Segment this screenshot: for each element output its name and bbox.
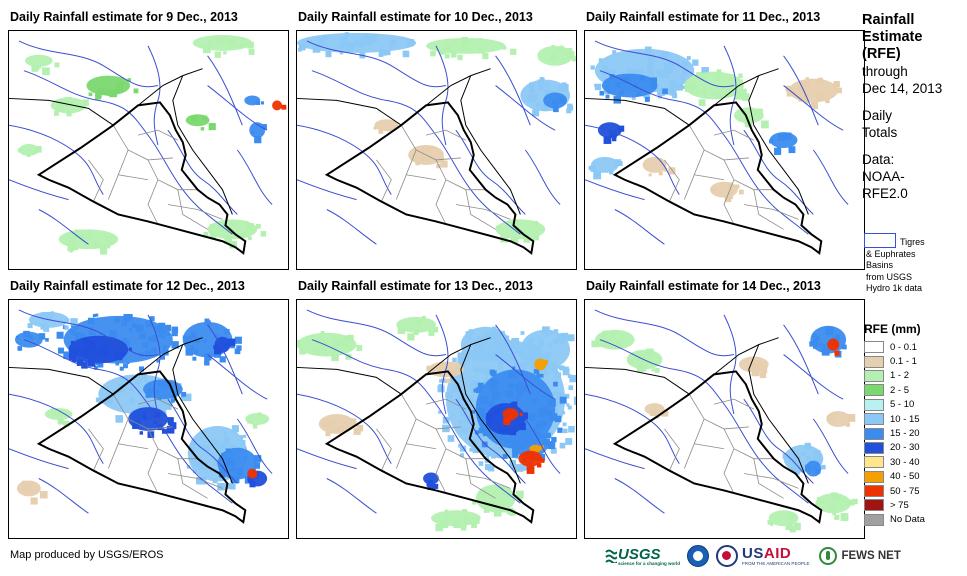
rfe-legend-label: 0.1 - 1 — [890, 356, 917, 368]
rfe-legend-row: 1 - 2 — [864, 369, 925, 383]
usgs-waves-icon — [605, 549, 617, 563]
agency-logos: USGS science for a changing world USAID … — [605, 540, 955, 572]
rfe-swatch — [864, 413, 884, 426]
rfe-legend-label: No Data — [890, 514, 925, 526]
rfe-swatch — [864, 384, 884, 397]
map-panel-dec-13: Daily Rainfall estimate for 13 Dec., 201… — [296, 279, 584, 541]
rfe-legend: RFE (mm) 0 - 0.1 0.1 - 1 1 - 2 2 - 5 5 - 10 1… — [864, 322, 925, 527]
totals-label: Totals — [862, 125, 898, 140]
rainfall-map — [296, 299, 577, 539]
rfe-legend-label: 1 - 2 — [890, 370, 910, 382]
legend-heading-line: Rainfall — [862, 12, 915, 28]
data-source: RFE2.0 — [862, 186, 908, 201]
map-panel-dec-10: Daily Rainfall estimate for 10 Dec., 201… — [296, 10, 584, 272]
rfe-swatch — [864, 369, 884, 382]
rainfall-map — [584, 299, 865, 539]
rainfall-map — [8, 299, 289, 539]
through-label: through — [862, 64, 908, 79]
rfe-legend-row: 5 - 10 — [864, 398, 925, 412]
basin-legend-line: Hydro 1k data — [866, 283, 923, 293]
rfe-swatch — [864, 355, 884, 368]
rfe-legend-title: RFE (mm) — [864, 322, 921, 336]
legend-heading-line: (RFE) — [862, 46, 901, 62]
noaa-logo-icon — [687, 545, 710, 567]
basin-legend-text: Tigres & Euphrates Basins from USGS Hydr… — [866, 237, 966, 295]
map-panel-dec-14: Daily Rainfall estimate for 14 Dec., 201… — [584, 279, 872, 541]
rfe-legend-label: 15 - 20 — [890, 428, 920, 440]
panel-title: Daily Rainfall estimate for 13 Dec., 201… — [298, 279, 533, 293]
panel-title: Daily Rainfall estimate for 14 Dec., 201… — [586, 279, 821, 293]
usaid-logo: USAID FROM THE AMERICAN PEOPLE — [742, 546, 809, 566]
data-label: Data: — [862, 152, 895, 167]
rainfall-map — [8, 30, 289, 270]
legend-title-block: Rainfall Estimate (RFE) through Dec 14, … — [862, 12, 967, 202]
rfe-legend-label: 10 - 15 — [890, 413, 920, 425]
totals-label: Daily — [862, 108, 893, 123]
rfe-swatch — [864, 470, 884, 483]
through-date: Dec 14, 2013 — [862, 81, 943, 96]
rfe-legend-rows: 0 - 0.1 0.1 - 1 1 - 2 2 - 5 5 - 10 10 - 15 15 … — [864, 340, 925, 527]
rfe-swatch — [864, 398, 884, 411]
rfe-legend-row: 50 - 75 — [864, 484, 925, 498]
rfe-legend-row: 30 - 40 — [864, 455, 925, 469]
rfe-swatch — [864, 441, 884, 454]
basin-legend-line: Tigres — [900, 237, 925, 247]
rfe-swatch — [864, 513, 884, 526]
panel-title: Daily Rainfall estimate for 11 Dec., 201… — [586, 10, 821, 24]
panel-title: Daily Rainfall estimate for 9 Dec., 2013 — [10, 10, 238, 24]
rfe-legend-label: 2 - 5 — [890, 384, 910, 396]
rfe-legend-label: 30 - 40 — [890, 456, 920, 468]
panel-title: Daily Rainfall estimate for 12 Dec., 201… — [10, 279, 245, 293]
panel-title: Daily Rainfall estimate for 10 Dec., 201… — [298, 10, 533, 24]
usaid-wordmark-aid: AID — [763, 545, 792, 562]
fews-net-icon — [819, 547, 838, 565]
basin-legend-line: Basins — [866, 260, 894, 270]
rfe-legend-label: 0 - 0.1 — [890, 341, 917, 353]
rainfall-map — [296, 30, 577, 270]
rfe-legend-row: 2 - 5 — [864, 383, 925, 397]
rfe-legend-label: 20 - 30 — [890, 442, 920, 454]
map-panel-dec-11: Daily Rainfall estimate for 11 Dec., 201… — [584, 10, 872, 272]
rfe-swatch — [864, 456, 884, 469]
rfe-swatch — [864, 485, 884, 498]
legend-heading-line: Estimate — [862, 29, 923, 45]
data-source: NOAA- — [862, 169, 905, 184]
rfe-legend-label: > 75 — [890, 499, 909, 511]
basin-legend-line: & Euphrates — [866, 248, 916, 259]
usaid-tagline: FROM THE AMERICAN PEOPLE — [742, 561, 810, 566]
rfe-swatch — [864, 499, 884, 512]
rainfall-map — [584, 30, 865, 270]
usaid-seal-icon — [716, 545, 739, 567]
rfe-legend-row: 0.1 - 1 — [864, 354, 925, 368]
rfe-legend-row: 40 - 50 — [864, 470, 925, 484]
usgs-tagline: science for a changing world — [618, 561, 681, 566]
rfe-swatch — [864, 427, 884, 440]
rfe-legend-label: 50 - 75 — [890, 485, 920, 497]
rfe-legend-row: 15 - 20 — [864, 426, 925, 440]
fews-net-wordmark: FEWS NET — [841, 550, 901, 562]
rfe-legend-row: 20 - 30 — [864, 441, 925, 455]
usgs-wordmark: USGS — [618, 546, 661, 563]
rfe-legend-label: 5 - 10 — [890, 399, 915, 411]
usaid-wordmark-us: US — [742, 545, 764, 562]
rfe-legend-row: No Data — [864, 513, 925, 527]
map-panel-dec-9: Daily Rainfall estimate for 9 Dec., 2013 — [8, 10, 296, 272]
map-panel-dec-12: Daily Rainfall estimate for 12 Dec., 201… — [8, 279, 296, 541]
rfe-legend-row: 0 - 0.1 — [864, 340, 925, 354]
rfe-legend-row: > 75 — [864, 498, 925, 512]
rfe-legend-label: 40 - 50 — [890, 471, 920, 483]
rfe-legend-row: 10 - 15 — [864, 412, 925, 426]
basin-legend-line: from USGS — [866, 271, 913, 282]
basin-swatch — [864, 233, 896, 248]
fews-net-logo: FEWS NET — [819, 547, 901, 565]
usgs-logo: USGS science for a changing world — [605, 546, 680, 566]
map-credit: Map produced by USGS/EROS — [10, 549, 164, 561]
rfe-swatch — [864, 341, 884, 354]
